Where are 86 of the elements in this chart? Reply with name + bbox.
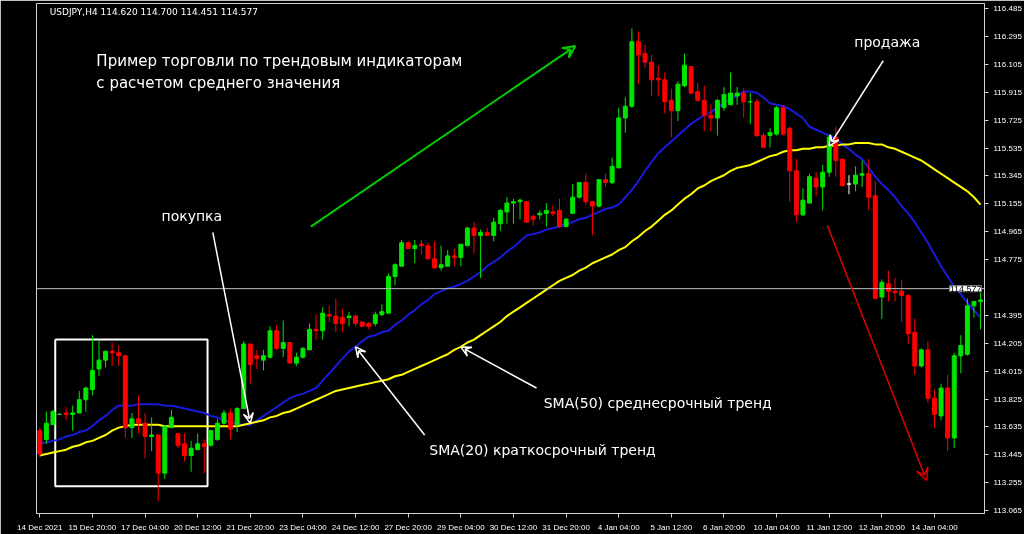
candlestick <box>412 239 418 264</box>
candlestick <box>484 227 490 236</box>
candlestick <box>668 88 674 138</box>
candlestick <box>228 408 234 440</box>
y-tick-label: 116.295 <box>993 32 1023 42</box>
y-tick-label: 114.205 <box>993 338 1023 348</box>
candlestick <box>846 174 852 195</box>
x-tick-label: 6 Jan 20:00 <box>703 522 746 532</box>
y-tick-label: 114.395 <box>993 310 1023 320</box>
candlestick <box>820 164 826 211</box>
x-tick-label: 17 Dec 04:00 <box>121 522 170 532</box>
candlestick <box>458 243 464 267</box>
x-tick-label: 29 Dec 04:00 <box>437 522 486 532</box>
candlestick <box>287 342 293 364</box>
annotation: SMA(20) краткосрочный тренд <box>429 441 656 458</box>
y-tick-label: 114.775 <box>993 255 1023 265</box>
x-tick-label: 11 Jan 12:00 <box>806 522 853 532</box>
x-tick-label: 4 Jan 04:00 <box>597 522 641 532</box>
candlestick <box>589 201 595 236</box>
candlestick <box>524 201 530 223</box>
y-tick-label: 114.965 <box>993 227 1023 237</box>
candlestick <box>280 320 286 358</box>
y-tick-label: 116.485 <box>993 4 1023 14</box>
candlestick <box>879 278 885 320</box>
candlestick <box>708 104 714 132</box>
y-tick-label: 113.445 <box>993 450 1023 460</box>
candlestick <box>570 183 576 214</box>
y-tick-label: 115.725 <box>993 115 1023 125</box>
x-tick-label: 14 Dec 2021 <box>17 522 64 532</box>
y-tick-label: 115.535 <box>993 143 1023 153</box>
y-tick-label: 114.015 <box>993 366 1023 376</box>
x-tick-label: 14 Jan 04:00 <box>911 522 959 532</box>
y-tick-label: 115.155 <box>993 199 1023 209</box>
candlestick <box>70 405 76 432</box>
chart-title: USDJPY,H4 114.620 114.700 114.451 114.577 <box>49 6 258 17</box>
candlestick <box>734 86 740 106</box>
x-tick-label: 23 Dec 04:00 <box>279 522 328 532</box>
candlestick <box>583 173 589 206</box>
y-tick-label: 113.825 <box>993 394 1023 404</box>
y-tick-label: 115.915 <box>993 87 1023 97</box>
x-tick-label: 27 Dec 20:00 <box>384 522 433 532</box>
candlestick <box>333 297 339 333</box>
candlestick <box>274 324 280 351</box>
candlestick <box>346 311 352 327</box>
x-tick-label: 31 Dec 20:00 <box>542 522 591 532</box>
x-tick-label: 30 Dec 12:00 <box>489 522 538 532</box>
candlestick <box>471 221 477 254</box>
candlestick <box>859 160 865 188</box>
y-tick-label: 113.255 <box>993 478 1023 488</box>
x-tick-label: 21 Dec 20:00 <box>226 522 275 532</box>
candlestick <box>649 54 655 97</box>
x-tick-label: 12 Jan 20:00 <box>858 522 906 532</box>
candlestick <box>701 85 707 132</box>
candlestick <box>313 314 319 341</box>
candlestick <box>89 334 95 396</box>
candlestick <box>622 96 628 134</box>
candlestick <box>543 202 549 228</box>
text: Пример торговли по трендовым индикаторам с расчетом среднего значения <box>96 51 463 92</box>
candlestick <box>37 427 43 458</box>
candlestick <box>853 165 859 192</box>
candlestick <box>866 158 872 211</box>
annotation: продажа <box>854 33 921 50</box>
x-tick-label: 20 Dec 12:00 <box>173 522 223 532</box>
candlestick <box>741 88 747 119</box>
candlestick <box>491 217 497 242</box>
y-tick-label: 113.065 <box>993 506 1023 516</box>
candlestick <box>813 171 819 197</box>
x-tick-label: 24 Dec 12:00 <box>331 522 380 532</box>
candlestick <box>320 306 326 341</box>
x-tick-label: 15 Dec 20:00 <box>68 522 117 532</box>
ref-line-label: 114.577 <box>949 283 982 294</box>
candlestick <box>63 406 69 421</box>
candlestick <box>201 438 207 474</box>
x-tick-label: 10 Jan 04:00 <box>753 522 801 532</box>
candlestick <box>478 229 484 279</box>
y-tick-label: 115.345 <box>993 171 1023 181</box>
y-tick-label: 113.635 <box>993 422 1023 432</box>
candlestick <box>932 388 937 429</box>
annotation: SMA(50) среднесрочный тренд <box>543 394 772 411</box>
annotation: покупка <box>161 208 223 225</box>
candlestick <box>149 416 155 452</box>
candlestick <box>129 412 135 439</box>
x-tick-label: 5 Jan 12:00 <box>650 522 693 532</box>
candlestick <box>339 308 345 333</box>
y-tick-label: 116.105 <box>993 59 1023 69</box>
candlestick <box>214 418 220 442</box>
